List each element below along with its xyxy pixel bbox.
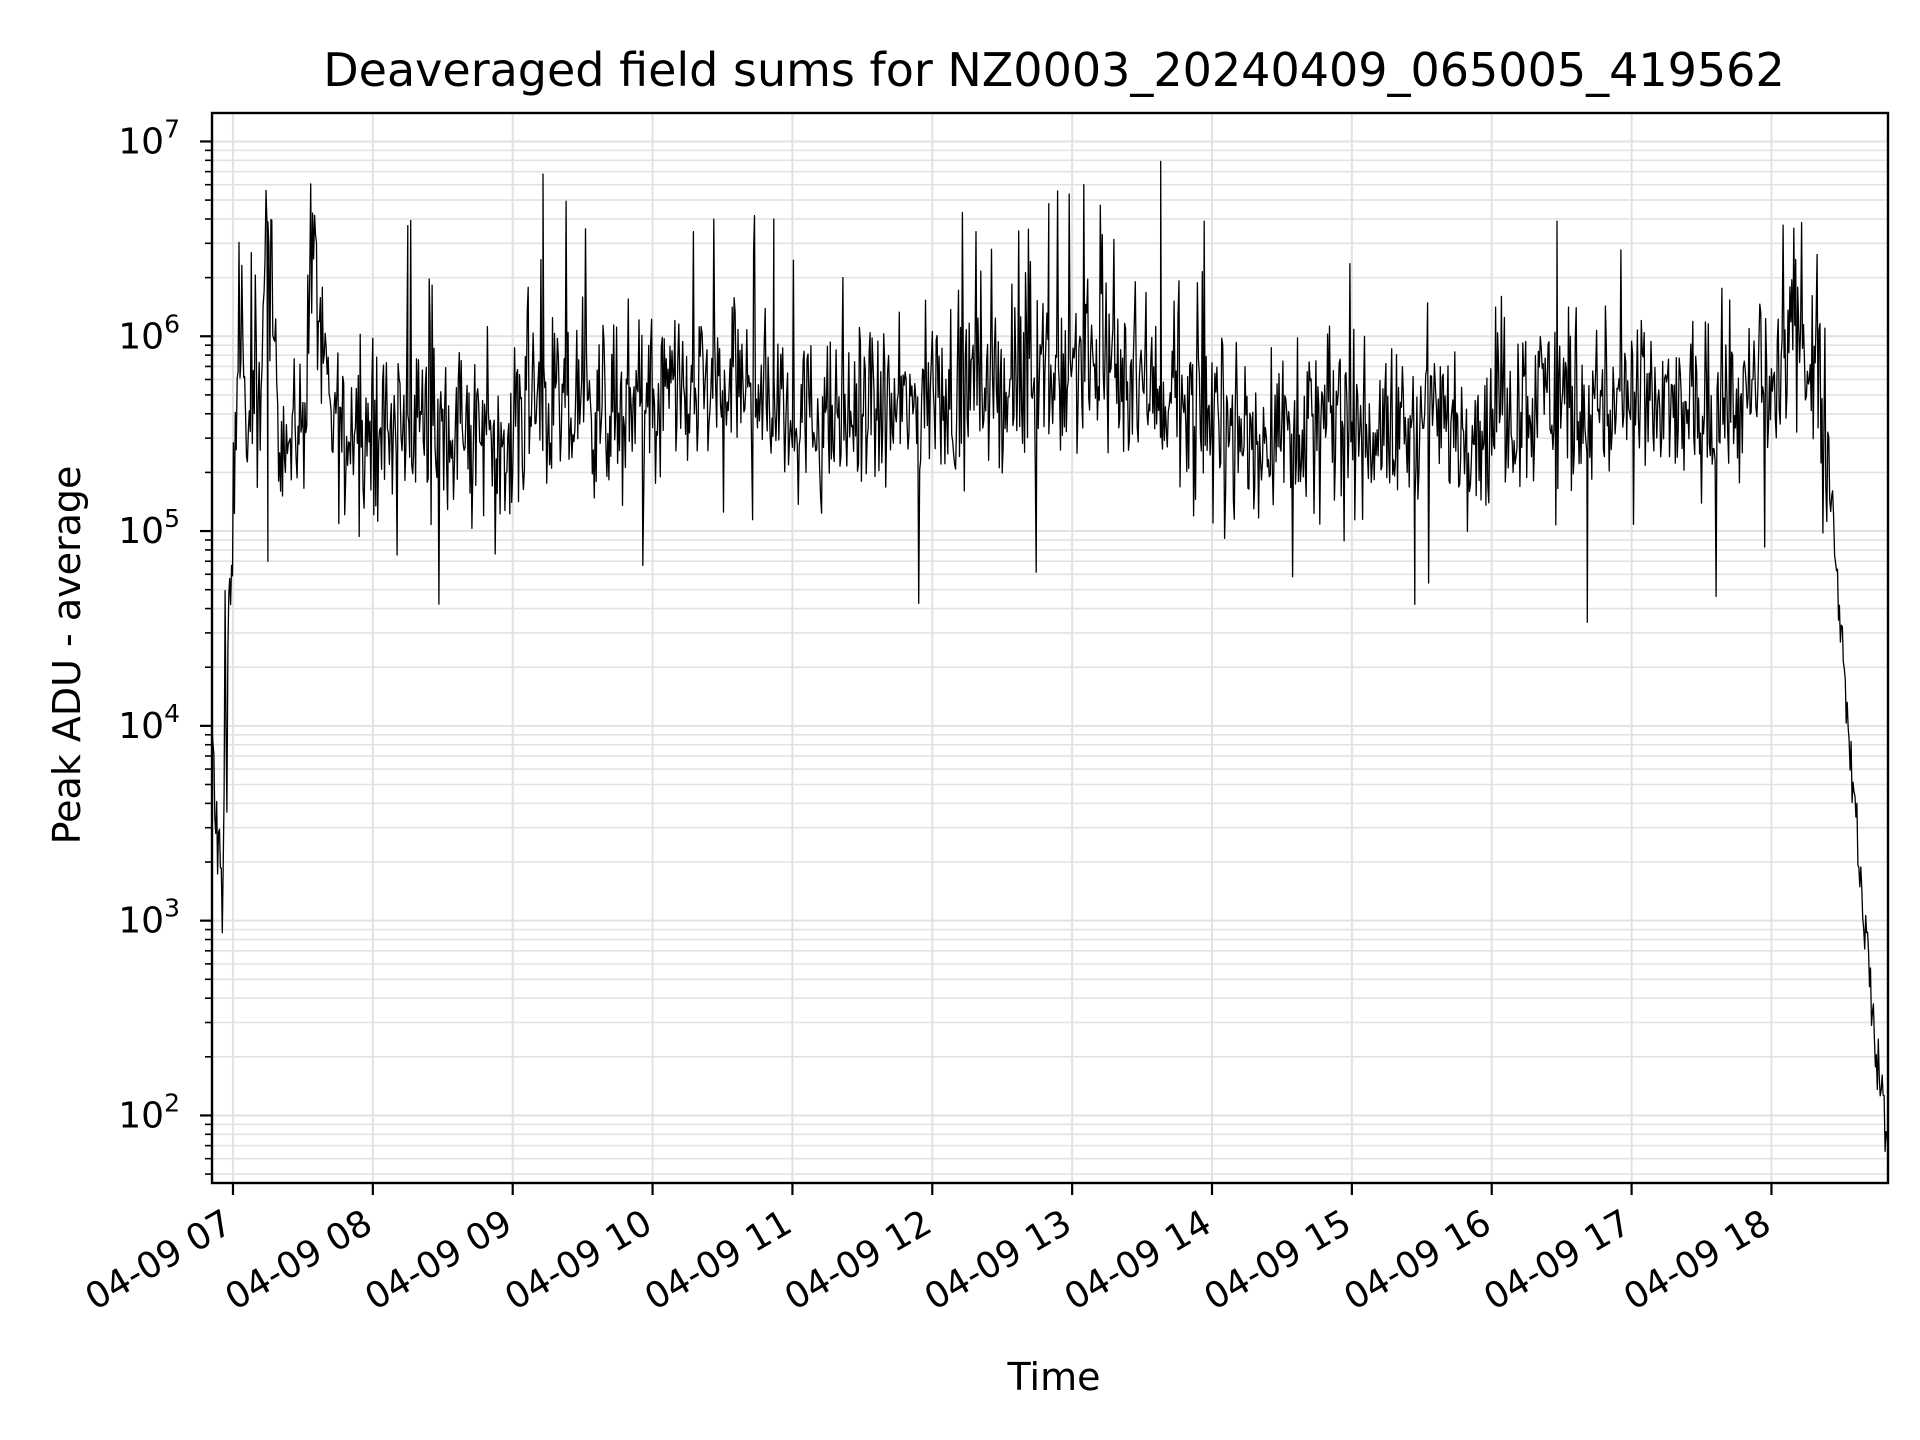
- y-tick-label: 104: [118, 699, 180, 747]
- plot-frame: [210, 111, 1890, 1185]
- y-tick-label: 103: [118, 894, 180, 942]
- y-tick-label: 102: [118, 1088, 180, 1136]
- y-tick-label: 106: [118, 309, 180, 357]
- x-axis-label: Time: [1007, 1355, 1101, 1399]
- y-tick-label: 107: [118, 114, 180, 162]
- chart-title: Deaveraged field sums for NZ0003_2024040…: [323, 43, 1784, 97]
- y-tick-label: 105: [118, 504, 180, 552]
- plot-area: [211, 160, 1889, 1153]
- y-axis-label: Peak ADU - average: [45, 466, 89, 845]
- series-line: [211, 160, 1889, 1153]
